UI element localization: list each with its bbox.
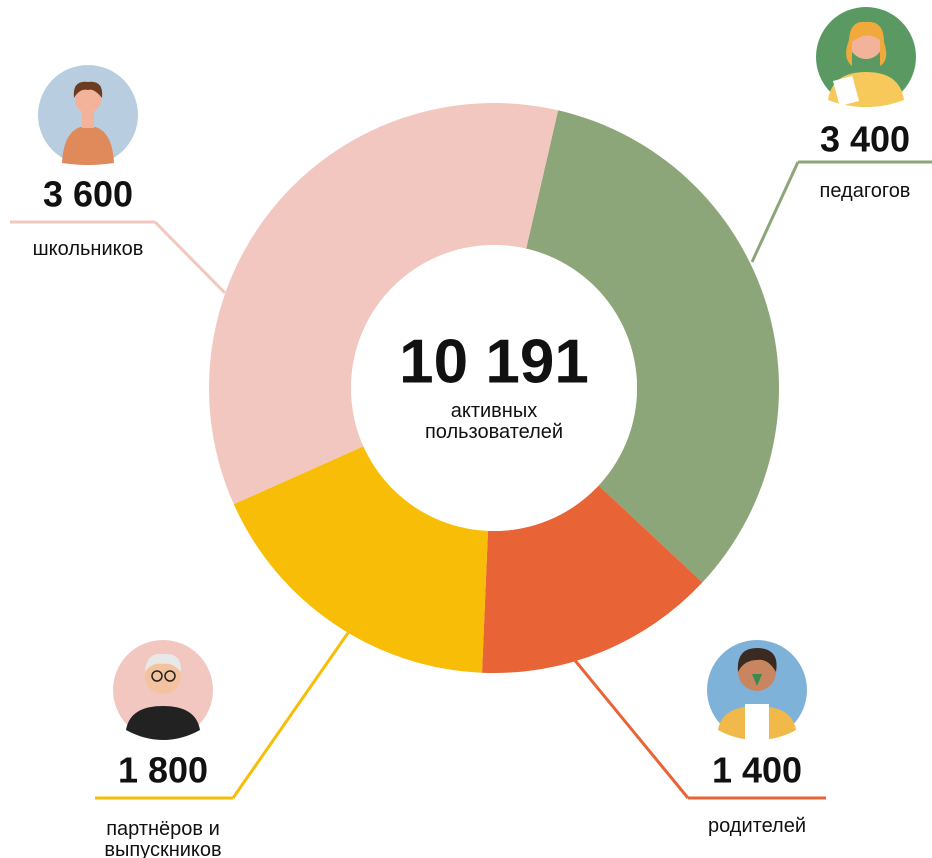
total-caption: активных пользователей <box>409 401 579 443</box>
category-label: педагогов <box>765 181 932 202</box>
avatar-student <box>38 65 138 165</box>
avatar-teacher <box>816 7 916 107</box>
leader-line <box>573 658 688 798</box>
category-label: партнёров и выпускников <box>83 819 243 858</box>
avatar-parent <box>707 640 807 740</box>
category-label: школьников <box>0 239 188 260</box>
value-label: 3 600 <box>43 174 133 215</box>
infographic: 3 400 1 400 1 800 3 600 10 191 активных пол… <box>0 0 932 858</box>
total: 10 191 <box>399 327 589 396</box>
value-label: 1 800 <box>118 750 208 791</box>
leader-line <box>752 162 798 262</box>
avatar-partner <box>113 640 213 740</box>
value-label: 3 400 <box>820 119 910 160</box>
leader-line <box>233 620 357 798</box>
value-label: 1 400 <box>712 750 802 791</box>
category-label: родителей <box>657 816 857 837</box>
